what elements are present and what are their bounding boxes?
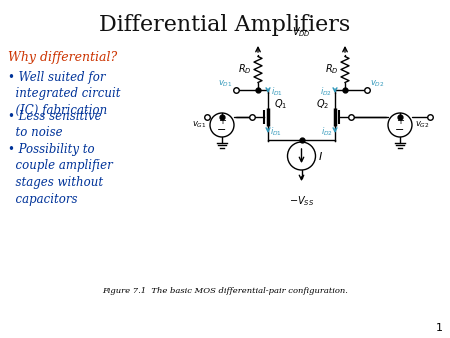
Text: $i_{D2}$: $i_{D2}$ [321,126,333,138]
Text: • Possibility to
  couple amplifier
  stages without
  capacitors: • Possibility to couple amplifier stages… [8,143,113,206]
Text: −: − [395,124,405,135]
Text: $i_{D1}$: $i_{D1}$ [270,126,282,138]
Text: −: − [217,124,227,135]
Text: Differential Amplifiers: Differential Amplifiers [99,14,351,36]
Text: $i_{D2}$: $i_{D2}$ [320,86,332,98]
Text: +: + [396,116,404,125]
Text: $i_{D1}$: $i_{D1}$ [271,86,283,98]
Text: $I$: $I$ [319,150,324,162]
Text: $V_{DD}$: $V_{DD}$ [292,25,311,39]
Text: Why differential?: Why differential? [8,51,117,64]
Text: 1: 1 [436,323,443,333]
Text: $-V_{SS}$: $-V_{SS}$ [289,194,314,208]
Text: $Q_1$: $Q_1$ [274,97,287,111]
Text: $v_{G1}$: $v_{G1}$ [193,120,207,130]
Text: $v_{D2}$: $v_{D2}$ [370,78,385,89]
Text: • Less sensitive
  to noise: • Less sensitive to noise [8,110,102,140]
Text: $Q_2$: $Q_2$ [316,97,329,111]
Text: • Well suited for
  integrated circuit
  (IC) fabrication: • Well suited for integrated circuit (IC… [8,71,121,117]
Text: +: + [218,116,226,125]
Text: Figure 7.1  The basic MOS differential-pair configuration.: Figure 7.1 The basic MOS differential-pa… [102,287,348,295]
Text: $v_{G2}$: $v_{G2}$ [415,120,430,130]
Text: $R_D$: $R_D$ [325,63,339,76]
Text: $v_{D1}$: $v_{D1}$ [218,78,233,89]
Text: $R_D$: $R_D$ [238,63,252,76]
